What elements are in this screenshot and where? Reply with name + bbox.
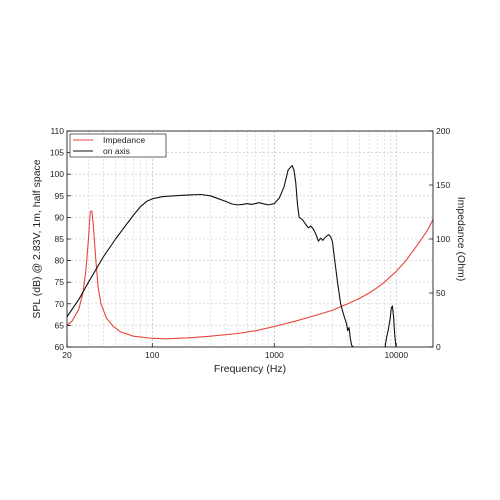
legend-label-on-axis: on axis — [103, 146, 130, 156]
x-tick-label: 1000 — [265, 350, 284, 360]
y-tick-label: 105 — [50, 148, 64, 158]
legend-box — [69, 133, 167, 158]
x-tick-label: 100 — [145, 350, 159, 360]
series-line-on-axis — [67, 165, 397, 347]
y-tick-label: 85 — [55, 234, 65, 244]
y-tick-label: 70 — [55, 299, 65, 309]
y2-tick-label: 0 — [436, 342, 441, 352]
tick-marks — [66, 130, 433, 348]
y2-tick-label: 50 — [436, 288, 446, 298]
y-tick-label: 95 — [55, 191, 65, 201]
plot-background — [67, 131, 433, 347]
y-tick-label: 90 — [55, 212, 65, 222]
x-axis-label: Frequency (Hz) — [214, 363, 286, 375]
grid-lines — [67, 131, 433, 347]
y-axis-label: SPL (dB) @ 2.83V, 1m, half space — [31, 159, 43, 318]
x-tick-label: 10000 — [384, 350, 408, 360]
y2-axis-label: Impedance (Ohm) — [455, 197, 467, 282]
x-tick-label: 20 — [62, 350, 72, 360]
y-tick-label: 75 — [55, 277, 65, 287]
y-tick-label: 100 — [50, 169, 64, 179]
y-tick-label: 110 — [50, 126, 64, 136]
y-tick-label: 65 — [55, 320, 65, 330]
series-line-impedance — [67, 210, 433, 340]
tick-labels: 20 100 1000 10000 60 65 70 75 80 85 90 95 100 105 110 0… — [50, 126, 451, 360]
y-tick-label: 80 — [55, 256, 65, 266]
series-layer — [67, 165, 433, 347]
legend: Impedance on axis — [69, 133, 167, 158]
legend-label-impedance: Impedance — [103, 135, 145, 145]
y2-tick-label: 150 — [436, 180, 450, 190]
y-tick-label: 60 — [55, 342, 65, 352]
y2-tick-label: 200 — [436, 126, 450, 136]
y2-tick-label: 100 — [436, 234, 450, 244]
